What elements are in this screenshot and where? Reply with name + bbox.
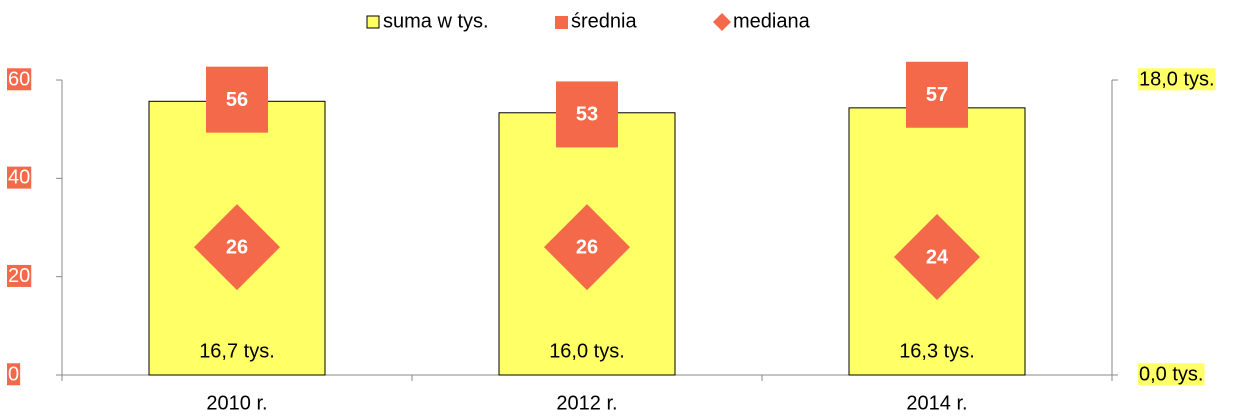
bar-label: 16,0 tys. bbox=[549, 340, 625, 362]
bar-label: 16,7 tys. bbox=[199, 340, 275, 362]
label-bg bbox=[7, 264, 32, 287]
marker-label: 57 bbox=[926, 84, 948, 106]
diamond-marker bbox=[544, 204, 630, 291]
y-tick-label: 20 bbox=[8, 265, 30, 287]
diamond-marker bbox=[194, 204, 280, 291]
x-tick-label: 2012 r. bbox=[556, 392, 617, 414]
square-marker bbox=[206, 66, 268, 133]
label-bg bbox=[7, 166, 32, 189]
legend-label: mediana bbox=[733, 10, 811, 32]
label-bg bbox=[1138, 68, 1216, 91]
label-bg bbox=[7, 68, 32, 91]
y-tick-label: 0 bbox=[8, 363, 19, 385]
marker-label: 24 bbox=[926, 246, 949, 268]
label-bg bbox=[7, 363, 21, 386]
diamond-marker bbox=[894, 214, 980, 300]
marker-label: 56 bbox=[226, 89, 248, 111]
legend-label: suma w tys. bbox=[383, 10, 489, 32]
marker-label: 53 bbox=[576, 104, 598, 126]
x-tick-label: 2010 r. bbox=[206, 392, 267, 414]
bar-label: 16,3 tys. bbox=[899, 340, 975, 362]
marker-label: 26 bbox=[226, 236, 248, 258]
y2-tick-label: 18,0 tys. bbox=[1139, 68, 1215, 90]
marker-label: 26 bbox=[576, 236, 598, 258]
square-marker bbox=[556, 81, 618, 148]
legend-swatch bbox=[366, 15, 380, 29]
square-marker bbox=[906, 61, 968, 128]
y-tick-label: 60 bbox=[8, 68, 30, 90]
y-tick-label: 40 bbox=[8, 167, 30, 189]
legend-swatch bbox=[555, 16, 568, 29]
legend-label: średnia bbox=[571, 10, 637, 32]
legend-swatch bbox=[713, 13, 731, 31]
label-bg bbox=[1138, 363, 1205, 386]
x-tick-label: 2014 r. bbox=[906, 392, 967, 414]
y2-tick-label: 0,0 tys. bbox=[1139, 363, 1203, 385]
